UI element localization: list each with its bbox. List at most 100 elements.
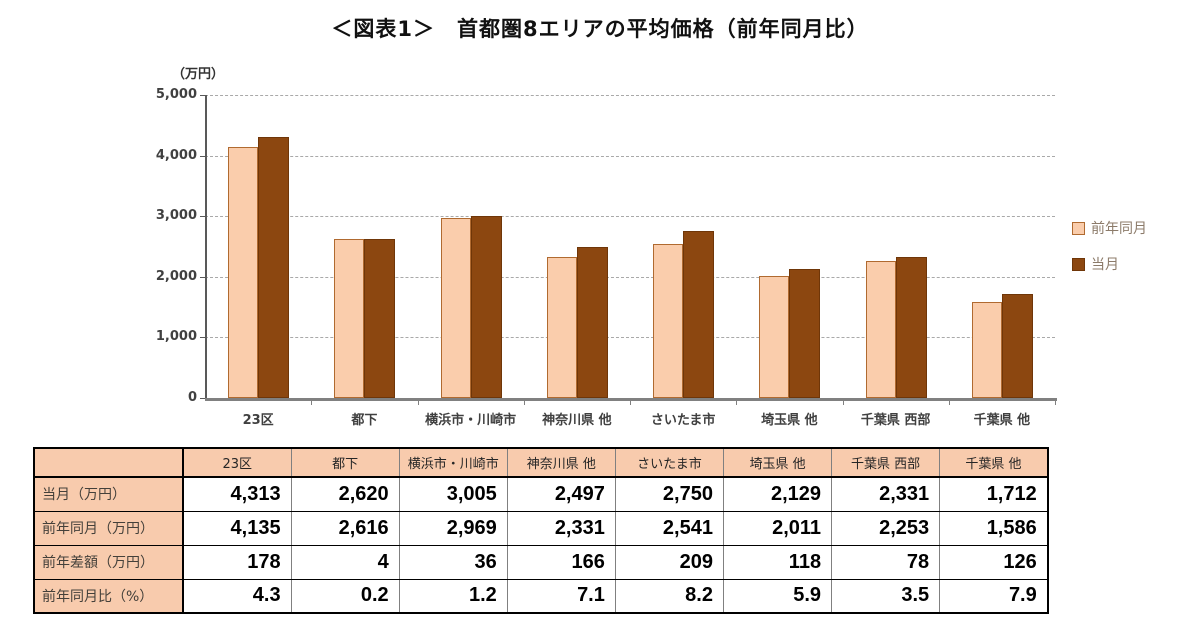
- bar-prev-year-3: [440, 218, 471, 398]
- x-axis-category-label: 神奈川県 他: [542, 413, 612, 428]
- table-corner-cell: [34, 448, 184, 478]
- x-axis-category-label: 埼玉県 他: [761, 413, 818, 428]
- bar-prev-year-5: [653, 244, 684, 398]
- table-row: 23区 都下 横浜市・川崎市 神奈川県 他さいたま市 埼玉県 他千葉県 西部 千葉県 他: [34, 448, 1048, 478]
- figure-title: ＜図表1＞ 首都圏8エリアの平均価格（前年同月比）: [331, 17, 869, 41]
- table-area-header: さいたま市: [615, 448, 724, 478]
- table-value-cell: 5.9: [723, 579, 833, 613]
- legend-swatch-icon: [1072, 221, 1085, 235]
- x-axis-tickmark: [948, 401, 950, 405]
- y-axis-tick-label: 3,000: [155, 208, 197, 224]
- bar-prev-year-1: [228, 147, 259, 398]
- table-area-header: 埼玉県 他: [723, 448, 833, 478]
- table-area-header: 横浜市・川崎市: [399, 448, 508, 478]
- table-header-row: 23区 都下 横浜市・川崎市 神奈川県 他さいたま市 埼玉県 他千葉県 西部 千葉県 他: [34, 448, 1048, 478]
- bar-current-month-3: [470, 216, 502, 398]
- bar-current-month-5: [683, 231, 715, 398]
- y-gridline: [205, 95, 1055, 96]
- bar-prev-year-6: [759, 276, 790, 398]
- table-value-cell: 2,129: [723, 477, 833, 512]
- y-axis-line: [205, 95, 207, 400]
- table-value-cell: 1,712: [939, 477, 1048, 512]
- table-value-cell: 4,135: [183, 511, 292, 546]
- bar-current-month-7: [895, 257, 927, 398]
- y-axis-tickmark: [200, 398, 205, 399]
- table-value-cell: 2,011: [723, 511, 833, 546]
- table-row: 前年同月（万円） 4,135 2,616 2,969 2,331 2,541 2,011 2,…: [34, 511, 1048, 546]
- table-area-header: 23区: [183, 448, 292, 478]
- bar-current-month-1: [258, 137, 290, 398]
- y-axis-tickmark: [200, 95, 205, 96]
- table-value-cell: 178: [183, 545, 292, 580]
- bar-current-month-6: [789, 269, 821, 398]
- legend-item-prev-year: 前年同月: [1072, 218, 1147, 238]
- table-value-cell: 126: [939, 545, 1048, 580]
- table-area-header: 都下: [291, 448, 400, 478]
- table-value-cell: 2,331: [507, 511, 616, 546]
- y-gridline: [205, 337, 1055, 339]
- table-value-cell: 1,586: [939, 511, 1048, 546]
- y-axis-unit-label: （万円）: [172, 67, 225, 82]
- y-gridline: [205, 276, 1055, 278]
- bar-prev-year-7: [865, 261, 896, 398]
- y-axis-tickmark: [200, 276, 205, 278]
- table-value-cell: 3.5: [831, 579, 941, 613]
- table-value-cell: 166: [507, 545, 616, 580]
- x-axis-category-label: 23区: [242, 413, 274, 428]
- x-axis-tickmark: [630, 401, 631, 405]
- y-axis-tick-label: 2,000: [155, 268, 197, 284]
- x-axis-tickmark: [417, 401, 419, 405]
- y-axis-tickmark: [200, 155, 205, 157]
- table-row: 前年差額（万円） 178 4 36 166 209 118 78 126: [34, 545, 1048, 580]
- bar-prev-year-8: [971, 302, 1002, 398]
- x-axis-tickmark: [842, 401, 844, 405]
- table-value-cell: 2,331: [831, 477, 941, 512]
- table-value-cell: 4.3: [183, 579, 292, 613]
- y-axis-tickmark: [200, 337, 205, 339]
- table-row-label: 前年同月比（%）: [34, 579, 184, 613]
- table-value-cell: 2,750: [615, 477, 724, 512]
- legend-swatch-icon: [1072, 257, 1085, 271]
- table-value-cell: 2,497: [507, 477, 616, 512]
- price-data-table: 23区 都下 横浜市・川崎市 神奈川県 他さいたま市 埼玉県 他千葉県 西部 千葉県 他 …: [33, 447, 1049, 614]
- table-row: 当月（万円） 4,313 2,620 3,005 2,497 2,750 2,129 2,33…: [34, 477, 1048, 512]
- bar-current-month-2: [364, 239, 396, 398]
- x-axis-category-label: さいたま市: [650, 413, 716, 428]
- table-area-header: 千葉県 他: [939, 448, 1048, 478]
- table-value-cell: 4: [291, 545, 400, 580]
- table-value-cell: 36: [399, 545, 508, 580]
- x-axis-category-label: 都下: [351, 413, 378, 428]
- table-value-cell: 3,005: [399, 477, 508, 512]
- table-value-cell: 4,313: [183, 477, 292, 512]
- x-axis-category-label: 千葉県 西部: [860, 413, 931, 428]
- bar-current-month-4: [576, 247, 608, 398]
- table-value-cell: 209: [615, 545, 724, 580]
- x-axis-tickmark: [736, 401, 738, 405]
- y-axis-tickmark: [200, 216, 205, 218]
- table-value-cell: 7.1: [507, 579, 616, 613]
- y-axis-tick-label: 0: [187, 390, 197, 405]
- bar-prev-year-4: [546, 257, 577, 398]
- bar-prev-year-2: [334, 239, 365, 398]
- table-value-cell: 7.9: [939, 579, 1048, 613]
- x-axis-line: [205, 398, 1057, 401]
- table-row-label: 前年差額（万円）: [34, 545, 184, 580]
- table-value-cell: 2,620: [291, 477, 400, 512]
- legend-label: 当月: [1091, 257, 1119, 273]
- table-value-cell: 1.2: [399, 579, 508, 613]
- y-axis-tick-label: 4,000: [155, 147, 197, 163]
- table-value-cell: 2,253: [831, 511, 941, 546]
- table-row: 前年同月比（%） 4.3 0.2 1.2 7.1 8.2 5.9 3.5 7.9: [34, 579, 1048, 613]
- x-axis-category-label: 千葉県 他: [973, 413, 1031, 428]
- y-axis-tick-label: 5,000: [155, 87, 197, 102]
- table-area-header: 千葉県 西部: [831, 448, 941, 478]
- table-value-cell: 0.2: [291, 579, 400, 613]
- x-axis-tickmark: [311, 401, 313, 405]
- legend-label: 前年同月: [1091, 221, 1147, 237]
- y-gridline: [205, 216, 1055, 218]
- table-value-cell: 2,616: [291, 511, 400, 546]
- x-axis-tickmark: [523, 401, 525, 405]
- table-value-cell: 2,541: [615, 511, 724, 546]
- table-value-cell: 118: [723, 545, 833, 580]
